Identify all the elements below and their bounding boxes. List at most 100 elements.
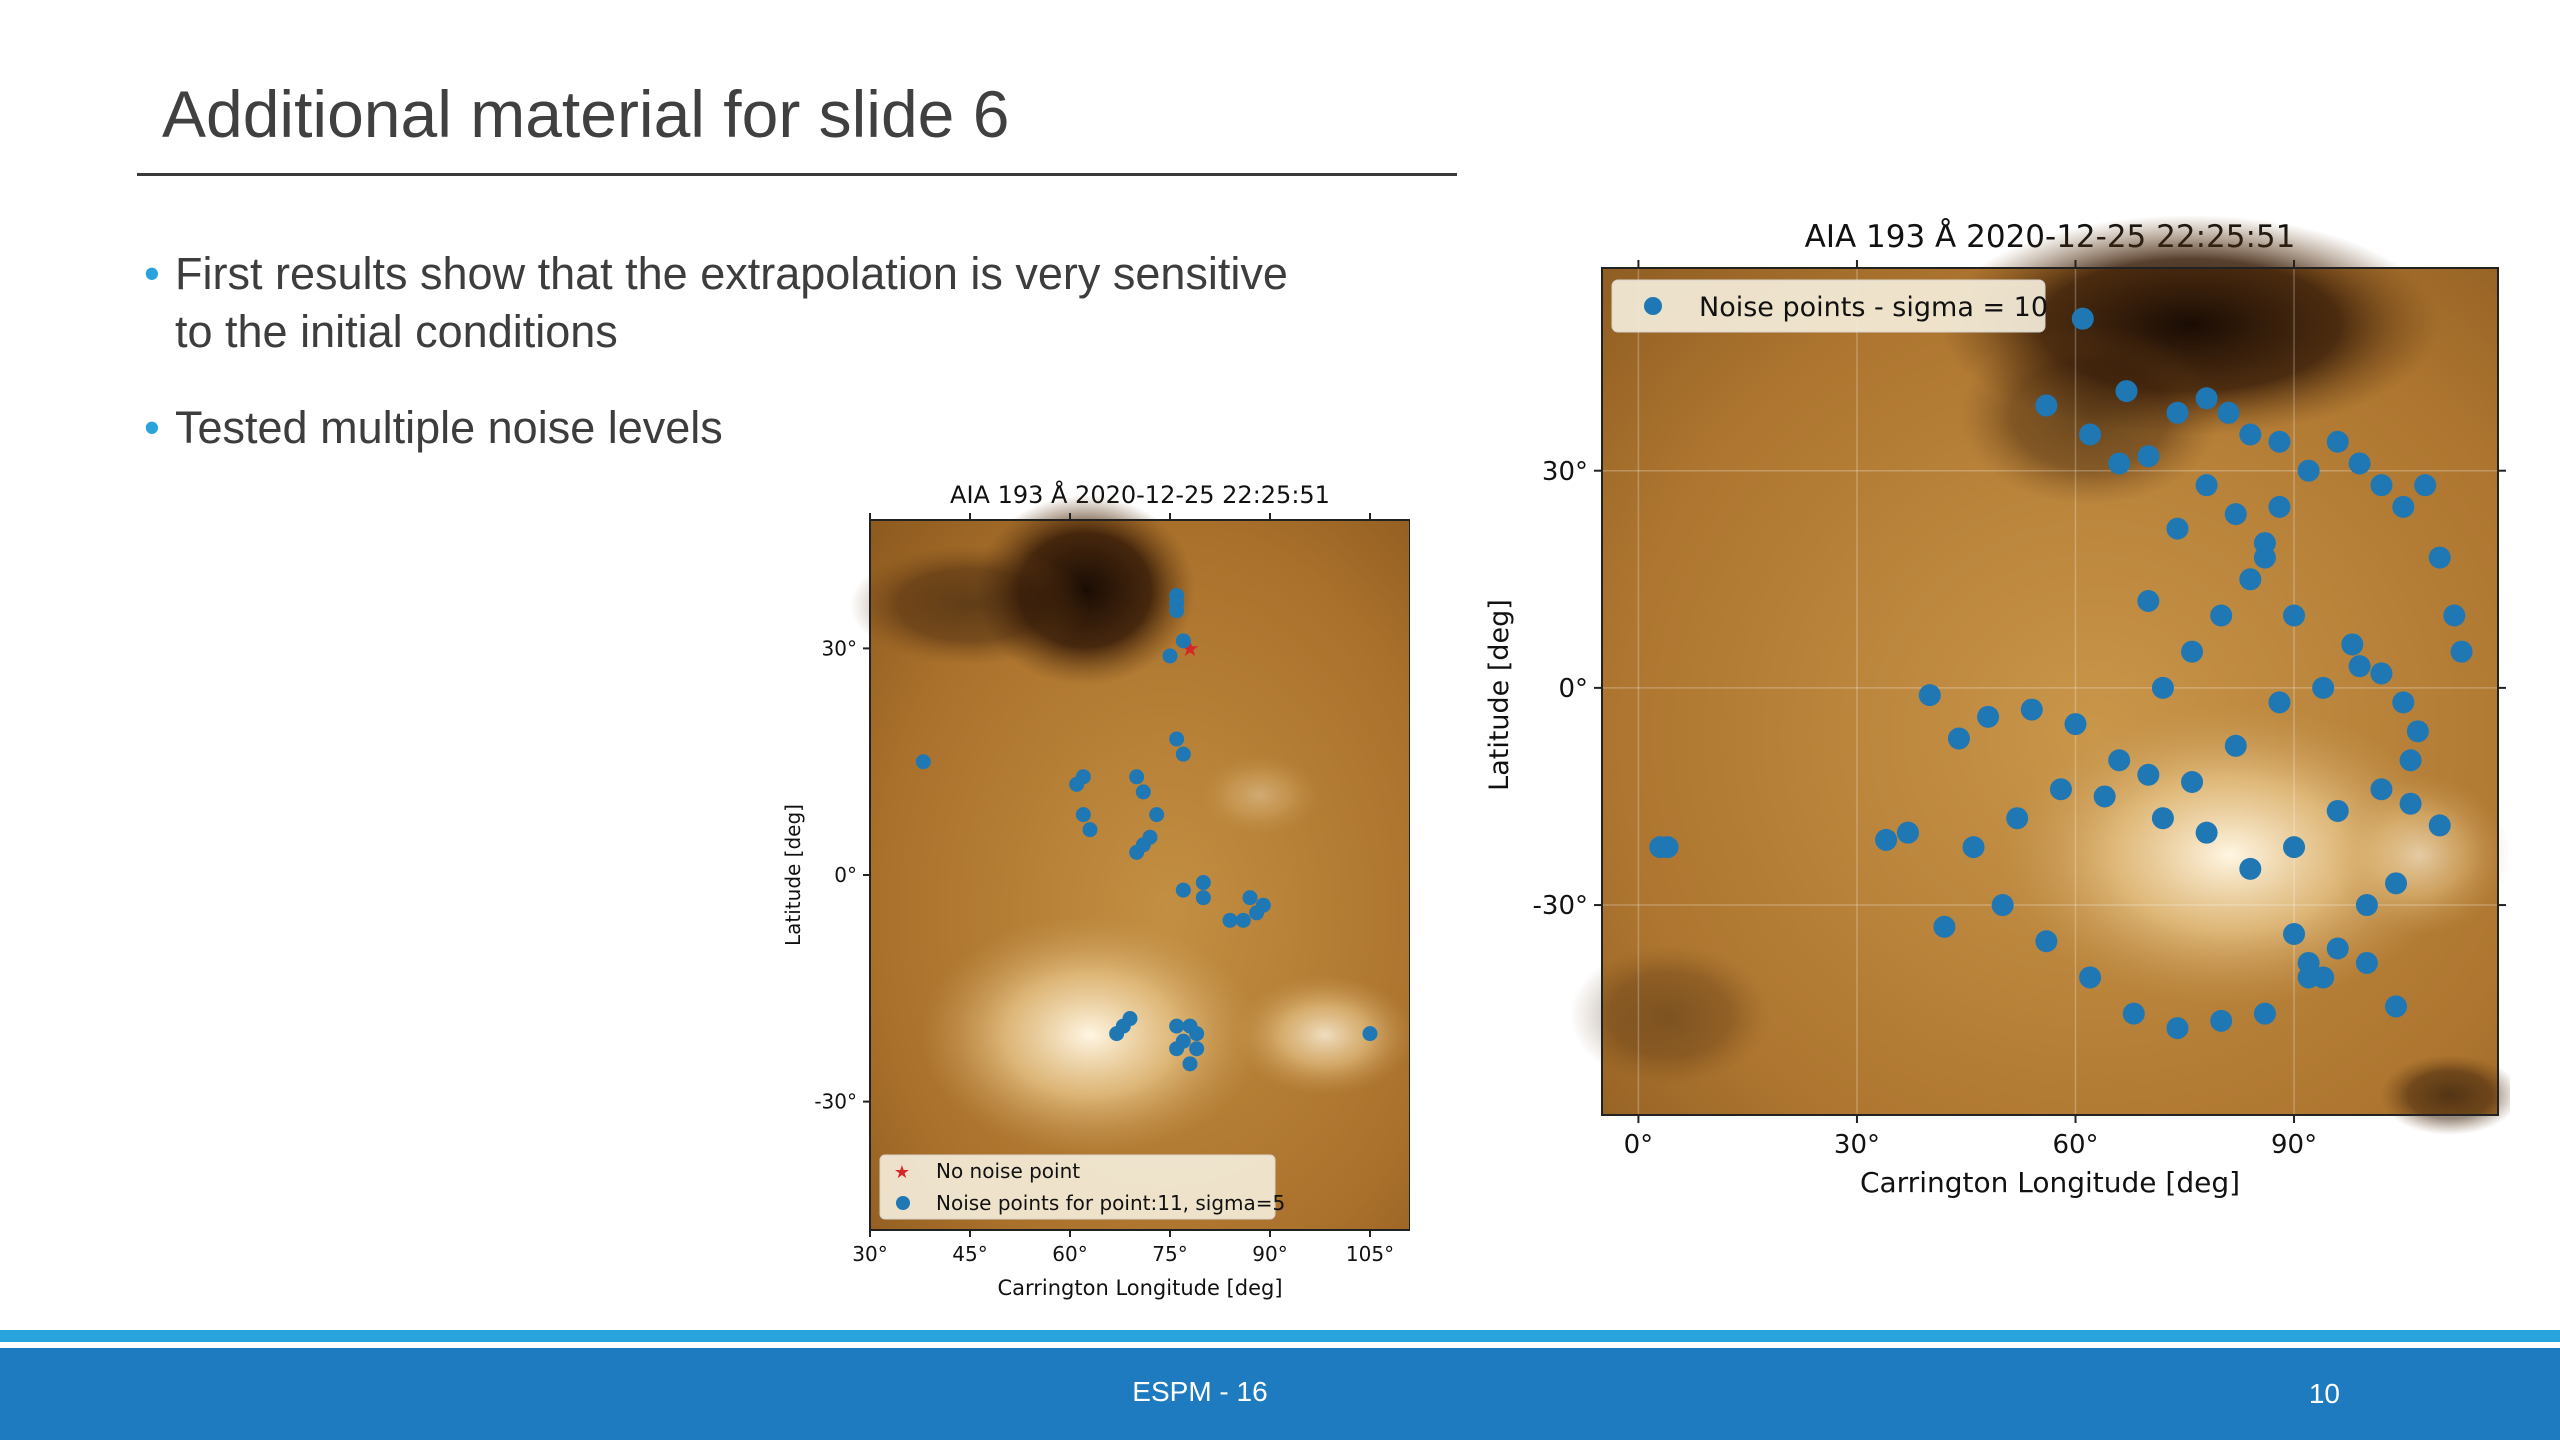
data-point — [2326, 937, 2349, 960]
footer-text: ESPM - 16 — [1132, 1376, 1268, 1407]
y-axis-label: Latitude [deg] — [1484, 599, 1515, 791]
small-map-svg: AIA 193 Å 2020-12-25 22:25:51 ★ 30° 45° 60… — [781, 480, 1410, 1300]
data-point — [1169, 1018, 1185, 1034]
data-point — [1991, 894, 2014, 917]
data-point — [2181, 770, 2204, 793]
data-point — [2195, 821, 2218, 844]
x-tick-label: 105° — [1346, 1242, 1394, 1266]
x-tick-label: 45° — [952, 1242, 987, 1266]
legend: Noise points - sigma = 10 — [1611, 279, 2048, 333]
data-point — [1242, 890, 1258, 906]
y-tick-label: 0° — [1558, 674, 1588, 704]
data-point — [2035, 394, 2058, 417]
data-point — [1069, 776, 1085, 792]
legend: ★ No noise point Noise points for point:… — [879, 1154, 1285, 1220]
x-tick-label: 60° — [1052, 1242, 1087, 1266]
data-point — [1109, 1026, 1125, 1042]
data-point — [2283, 604, 2306, 627]
plot-frame — [1601, 267, 2499, 1116]
data-point — [2297, 459, 2320, 482]
data-point — [1189, 1026, 1205, 1042]
data-point — [2297, 951, 2320, 974]
data-point — [1129, 769, 1145, 785]
data-point — [2035, 930, 2058, 953]
chart-title: AIA 193 Å 2020-12-25 22:25:51 — [950, 480, 1330, 509]
bullet-item: • Tested multiple noise levels — [140, 399, 1320, 457]
slide-title: Additional material for slide 6 — [162, 77, 1010, 151]
bullet-text: Tested multiple noise levels — [175, 402, 723, 453]
x-axis-label: Carrington Longitude [deg] — [997, 1276, 1282, 1300]
bright-region-shading — [2330, 775, 2510, 935]
y-axis-label: Latitude [deg] — [781, 804, 805, 946]
data-point — [2450, 640, 2473, 663]
data-point — [2355, 951, 2378, 974]
data-point — [2115, 380, 2138, 403]
blue-dot-icon — [1644, 297, 1662, 315]
dark-region-shading — [1570, 945, 1770, 1085]
data-marks: ★ — [915, 588, 1378, 1072]
data-point — [2093, 785, 2116, 808]
x-axis-ticks: 30° 45° 60° 75° 90° 105° — [852, 513, 1394, 1266]
large-map-svg: AIA 193 Å 2020-12-25 22:25:51 0°30°60°90… — [1484, 215, 2510, 1199]
data-point — [2392, 495, 2415, 518]
data-point — [2224, 503, 2247, 526]
data-point — [2428, 814, 2451, 837]
y-tick-label: 30° — [822, 636, 857, 660]
data-point — [1362, 1026, 1378, 1042]
footer-accent-line — [0, 1330, 2560, 1342]
data-point — [2268, 691, 2291, 714]
data-point — [1075, 807, 1091, 823]
data-point — [2151, 676, 2174, 699]
data-point — [2151, 807, 2174, 830]
legend-entry: Noise points - sigma = 10 — [1699, 292, 2048, 323]
data-point — [2239, 857, 2262, 880]
data-point — [2166, 517, 2189, 540]
data-point — [1933, 915, 1956, 938]
large-map-figure: AIA 193 Å 2020-12-25 22:25:51 0°30°60°90… — [1470, 215, 2510, 1205]
y-tick-label: 30° — [1542, 457, 1588, 487]
data-marks — [1649, 307, 2473, 1040]
title-underline — [137, 173, 1457, 176]
data-point — [1947, 727, 1970, 750]
x-tick-label: 0° — [1624, 1130, 1654, 1160]
page-number: 10 — [2308, 1378, 2340, 1409]
data-point — [2341, 633, 2364, 656]
data-point — [1149, 807, 1165, 823]
x-tick-label: 90° — [2271, 1130, 2317, 1160]
data-point — [2443, 604, 2466, 627]
data-point — [2370, 474, 2393, 497]
plot-area: ★ — [850, 495, 1410, 1231]
dark-region-shading — [850, 545, 1090, 665]
grid-lines — [1602, 268, 2498, 1115]
bright-region-shading — [1200, 755, 1320, 835]
y-axis-ticks: 30° 0° -30° — [1533, 457, 2506, 921]
bullet-dot-icon: • — [144, 248, 160, 299]
data-point — [2049, 778, 2072, 801]
bullet-dot-icon: • — [144, 402, 160, 453]
data-point — [2253, 546, 2276, 569]
data-point — [2385, 872, 2408, 895]
data-point — [2195, 474, 2218, 497]
data-point — [2020, 698, 2043, 721]
data-point — [1896, 821, 1919, 844]
data-point — [2326, 430, 2349, 453]
data-point — [2348, 655, 2371, 678]
data-point — [2006, 807, 2029, 830]
data-point — [2166, 401, 2189, 424]
legend-box — [879, 1154, 1276, 1220]
data-point — [2071, 307, 2094, 330]
data-point — [2283, 923, 2306, 946]
data-point — [1135, 837, 1151, 853]
data-point — [2079, 966, 2102, 989]
data-point — [2428, 546, 2451, 569]
data-point — [915, 754, 931, 770]
data-point — [1189, 1041, 1205, 1057]
data-point — [2268, 495, 2291, 518]
data-point — [1649, 836, 1672, 859]
data-point — [1169, 731, 1185, 747]
data-point — [2239, 568, 2262, 591]
data-point — [1162, 648, 1178, 664]
data-point — [2224, 734, 2247, 757]
data-point — [2137, 590, 2160, 613]
